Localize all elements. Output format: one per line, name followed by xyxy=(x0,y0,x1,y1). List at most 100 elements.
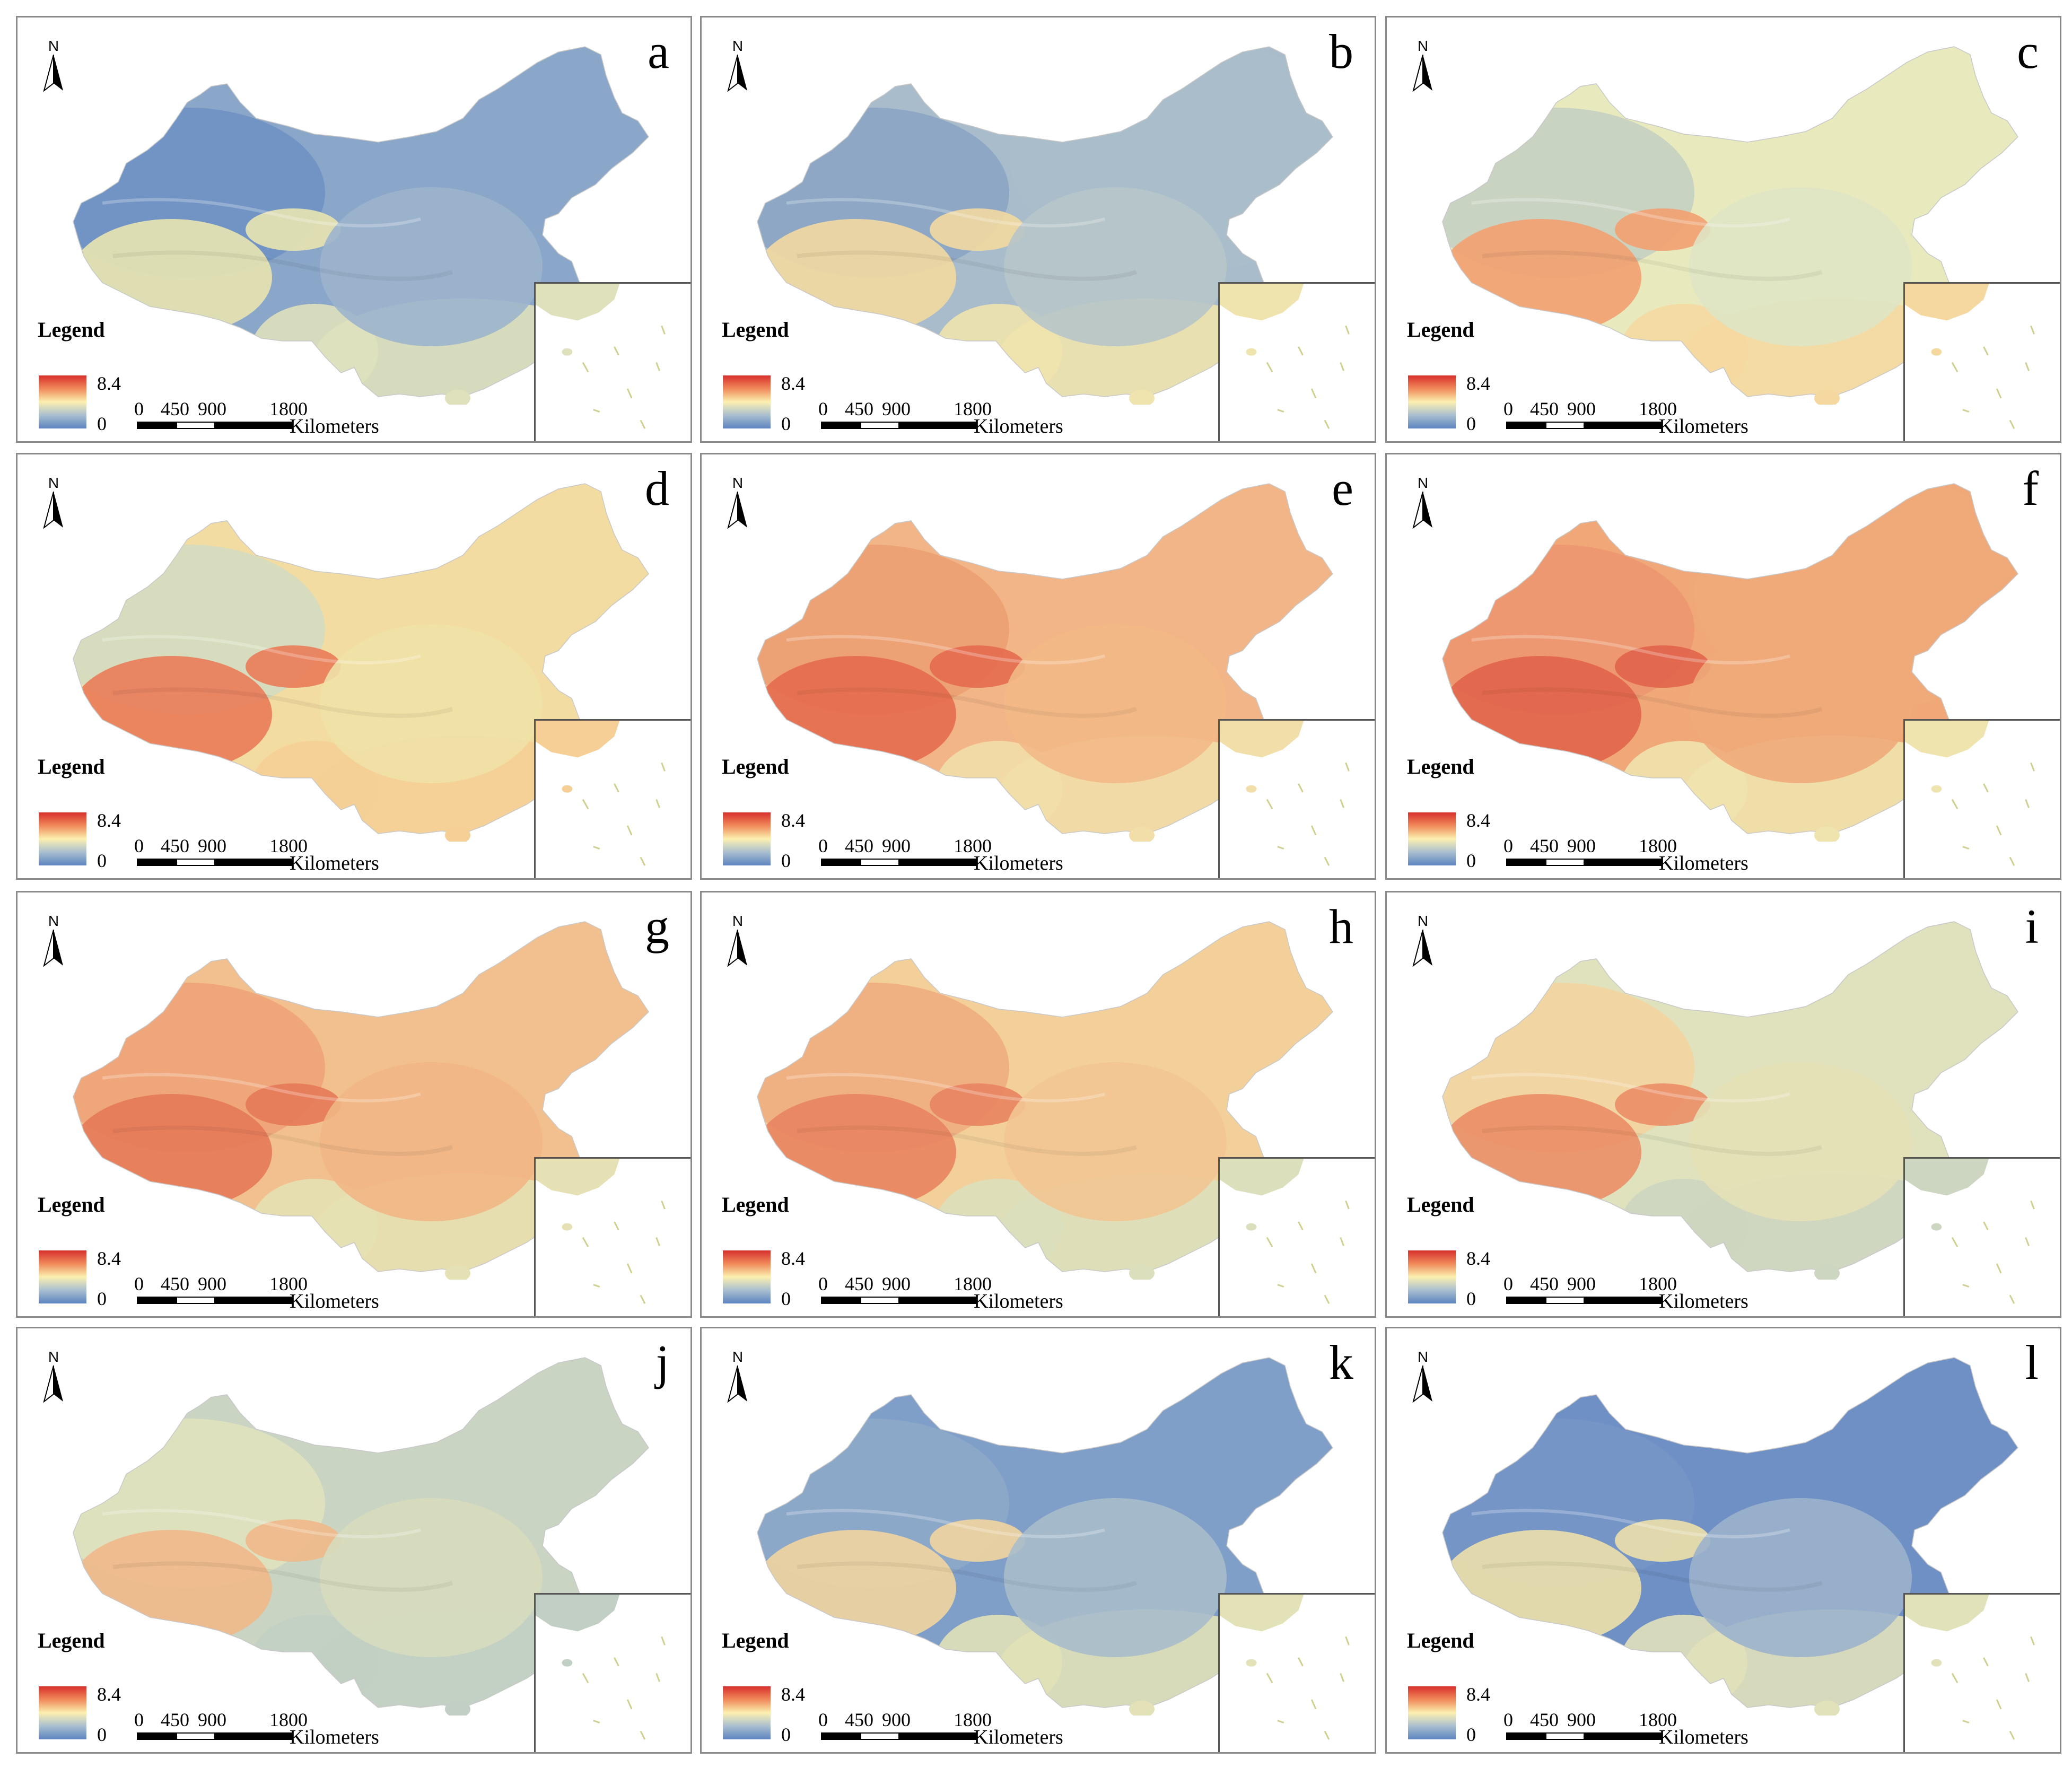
map-panel-c: N xyxy=(1385,16,2061,443)
legend-title: Legend xyxy=(38,1629,105,1652)
legend-color-ramp xyxy=(1408,1250,1456,1303)
legend-max-value: 8.4 xyxy=(97,373,121,394)
north-arrow-icon xyxy=(727,1366,747,1403)
panel-letter: h xyxy=(1329,899,1353,953)
legend-min-value: 0 xyxy=(97,850,107,871)
scale-bar xyxy=(1506,1297,1663,1304)
scale-tick: 0 xyxy=(1503,835,1513,856)
scale-bar xyxy=(137,859,293,866)
north-label: N xyxy=(1417,913,1429,929)
north-arrow: N xyxy=(1407,38,1439,96)
scale-tick: 450 xyxy=(845,835,873,856)
legend-max-value: 8.4 xyxy=(1466,810,1490,831)
north-arrow: N xyxy=(1407,1349,1439,1407)
south-china-sea-inset xyxy=(534,1157,690,1316)
south-china-sea-inset xyxy=(534,719,690,878)
map-panel-f: N xyxy=(1385,453,2061,880)
legend-title: Legend xyxy=(722,1193,789,1216)
scale-bar xyxy=(137,422,293,429)
scale-tick: 900 xyxy=(1567,1709,1596,1730)
north-arrow-icon xyxy=(43,1366,63,1403)
north-arrow-icon xyxy=(43,55,63,92)
scale-unit: Kilometers xyxy=(974,415,1063,437)
scale-tick: 1800 xyxy=(1639,1709,1677,1730)
scale-tick: 1800 xyxy=(954,1709,992,1730)
north-label: N xyxy=(1417,38,1429,54)
north-arrow: N xyxy=(38,1349,69,1407)
panel-letter: g xyxy=(645,899,669,953)
scale-bar xyxy=(821,1297,977,1304)
north-arrow: N xyxy=(722,38,754,96)
scale-tick: 1800 xyxy=(1639,398,1677,419)
legend-title: Legend xyxy=(722,755,789,778)
scale-tick: 450 xyxy=(845,1709,873,1730)
map-panel-j: N xyxy=(16,1327,692,1754)
legend-max-value: 8.4 xyxy=(1466,373,1490,394)
scale-tick: 0 xyxy=(818,398,828,419)
scale-tick: 1800 xyxy=(1639,835,1677,856)
scale-bar xyxy=(1506,422,1663,429)
panel-letter: j xyxy=(655,1335,669,1389)
map-panel-l: N xyxy=(1385,1327,2061,1754)
south-china-sea-inset xyxy=(534,282,690,441)
legend-title: Legend xyxy=(1407,1193,1474,1216)
scale-tick: 900 xyxy=(1567,835,1596,856)
china-map xyxy=(73,483,649,842)
legend-max-value: 8.4 xyxy=(781,373,805,394)
legend-max-value: 8.4 xyxy=(781,1248,805,1269)
south-china-sea-inset xyxy=(1903,282,2060,441)
scale-unit: Kilometers xyxy=(1659,415,1748,437)
china-map xyxy=(73,1357,649,1716)
scale-tick: 450 xyxy=(845,1273,873,1294)
scale-unit: Kilometers xyxy=(974,852,1063,874)
panel-letter: a xyxy=(648,24,669,78)
map-panel-d: N xyxy=(16,453,692,880)
legend-title: Legend xyxy=(1407,1629,1474,1652)
legend-title: Legend xyxy=(722,318,789,342)
south-china-sea-inset xyxy=(1218,719,1375,878)
north-label: N xyxy=(48,1349,59,1365)
north-label: N xyxy=(48,475,59,491)
north-arrow-icon xyxy=(1412,930,1432,967)
scale-bar xyxy=(1506,1732,1663,1740)
legend-min-value: 0 xyxy=(1466,850,1476,871)
south-china-sea-inset xyxy=(1903,1593,2060,1752)
scale-tick: 1800 xyxy=(954,398,992,419)
scale-tick: 900 xyxy=(882,835,911,856)
map-panel-a: N xyxy=(16,16,692,443)
map-panel-h: N xyxy=(700,891,1376,1318)
scale-tick: 0 xyxy=(1503,1273,1513,1294)
scale-tick: 900 xyxy=(1567,398,1596,419)
legend-title: Legend xyxy=(1407,755,1474,778)
scale-tick: 1800 xyxy=(269,835,308,856)
north-label: N xyxy=(1417,475,1429,491)
south-china-sea-inset xyxy=(1903,1157,2060,1316)
scale-tick: 900 xyxy=(882,1273,911,1294)
legend-title: Legend xyxy=(38,1193,105,1216)
legend-min-value: 0 xyxy=(1466,1724,1476,1745)
scale-unit: Kilometers xyxy=(290,1290,379,1312)
scale-bar xyxy=(821,1732,977,1740)
north-arrow-icon xyxy=(727,492,747,529)
north-arrow: N xyxy=(38,913,69,971)
legend-title: Legend xyxy=(38,318,105,342)
scale-tick: 1800 xyxy=(269,1273,308,1294)
legend-max-value: 8.4 xyxy=(781,1684,805,1705)
scale-tick: 900 xyxy=(198,835,226,856)
legend-color-ramp xyxy=(723,1686,771,1739)
scale-bar xyxy=(821,859,977,866)
map-panel-b: N xyxy=(700,16,1376,443)
scale-tick: 1800 xyxy=(954,1273,992,1294)
scale-tick: 1800 xyxy=(1639,1273,1677,1294)
scale-unit: Kilometers xyxy=(1659,1290,1748,1312)
legend-min-value: 0 xyxy=(781,1288,791,1309)
legend-min-value: 0 xyxy=(97,1288,107,1309)
scale-tick: 900 xyxy=(1567,1273,1596,1294)
north-label: N xyxy=(1417,1349,1429,1365)
scale-unit: Kilometers xyxy=(1659,1726,1748,1748)
scale-tick: 450 xyxy=(1530,1273,1559,1294)
legend-min-value: 0 xyxy=(781,1724,791,1745)
scale-bar xyxy=(821,422,977,429)
north-arrow: N xyxy=(38,38,69,96)
legend-title: Legend xyxy=(38,755,105,778)
